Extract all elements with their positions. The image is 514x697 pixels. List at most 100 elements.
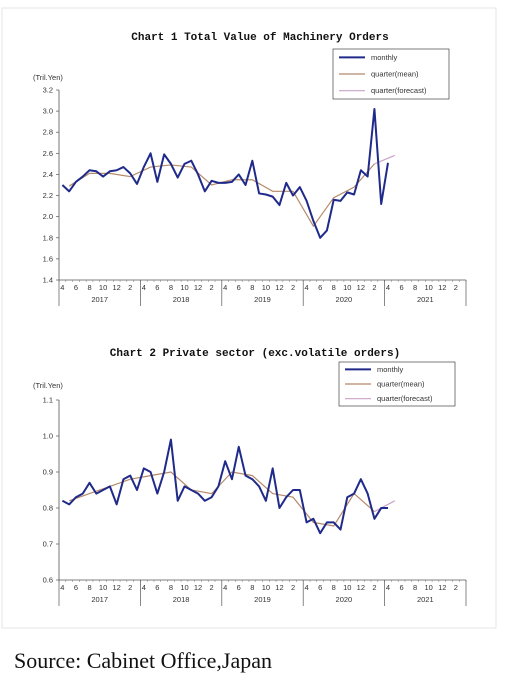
legend-label: quarter(mean) [371,70,419,79]
chart-title: Chart 2 Private sector (exc.volatile ord… [110,348,400,360]
chart-title: Chart 1 Total Value of Machinery Orders [131,32,388,44]
x-tick-label: 12 [275,283,283,292]
x-tick-label: 10 [343,283,351,292]
y-tick-label: 0.7 [43,540,53,549]
x-tick-label: 10 [262,583,270,592]
x-tick-label: 8 [413,283,417,292]
x-tick-label: 6 [155,283,159,292]
y-tick-label: 0.6 [43,576,53,585]
y-tick-label: 2.8 [43,128,53,137]
x-tick-label: 2 [210,283,214,292]
legend-label: quarter(forecast) [371,86,427,95]
x-tick-label: 12 [112,283,120,292]
x-tick-label: 4 [223,283,227,292]
x-tick-label: 8 [413,583,417,592]
x-tick-label: 12 [357,583,365,592]
x-tick-label: 8 [87,583,91,592]
legend: monthly quarter(mean) quarter(forecast) [338,361,456,407]
x-tick-label: 4 [305,583,309,592]
source-caption: Source: Cabinet Office,Japan [14,648,273,673]
x-tick-label: 6 [237,283,241,292]
x-tick-label: 6 [318,583,322,592]
legend-label: quarter(forecast) [377,394,433,403]
x-tick-label: 6 [237,583,241,592]
y-tick-label: 2.6 [43,149,53,158]
year-label: 2021 [417,295,434,304]
x-tick-label: 6 [318,283,322,292]
x-tick-label: 2 [128,283,132,292]
y-tick-label: 0.9 [43,468,53,477]
legend-label: monthly [371,53,398,62]
figure-frame [1,7,497,629]
x-tick-label: 8 [332,583,336,592]
x-tick-label: 2 [291,583,295,592]
x-tick-label: 10 [425,583,433,592]
legend-label: quarter(mean) [377,380,425,389]
y-tick-label: 2.2 [43,191,53,200]
x-tick-label: 12 [194,583,202,592]
x-tick-label: 2 [454,583,458,592]
x-tick-label: 6 [399,283,403,292]
x-tick-label: 10 [262,283,270,292]
x-tick-label: 12 [438,583,446,592]
x-tick-label: 2 [372,583,376,592]
x-tick-label: 10 [99,283,107,292]
y-unit-label: (Tril.Yen) [33,381,63,390]
x-tick-label: 12 [275,583,283,592]
y-tick-label: 1.6 [43,254,53,263]
x-tick-label: 10 [180,583,188,592]
x-tick-label: 4 [223,583,227,592]
legend: monthly quarter(mean) quarter(forecast) [332,48,450,100]
x-tick-label: 8 [87,283,91,292]
x-tick-label: 2 [372,283,376,292]
x-tick-label: 4 [60,583,64,592]
legend-label: monthly [377,365,404,374]
x-tick-label: 4 [386,283,390,292]
x-tick-label: 4 [60,283,64,292]
x-tick-label: 10 [180,283,188,292]
y-tick-label: 3.0 [43,107,53,116]
year-label: 2017 [91,595,108,604]
x-tick-label: 4 [386,583,390,592]
x-tick-label: 8 [169,583,173,592]
y-unit-label: (Tril.Yen) [33,73,63,82]
x-tick-label: 12 [112,583,120,592]
y-tick-label: 1.8 [43,233,53,242]
year-label: 2019 [254,295,271,304]
series-monthly [61,438,388,535]
x-tick-label: 2 [291,283,295,292]
chart-1: Chart 1 Total Value of Machinery Orders (… [33,32,467,306]
series-monthly [61,108,389,239]
y-tick-label: 1.4 [43,276,53,285]
year-label: 2019 [254,595,271,604]
x-tick-label: 2 [454,283,458,292]
x-tick-label: 8 [169,283,173,292]
y-tick-label: 1.1 [43,396,53,405]
y-tick-label: 1.0 [43,432,53,441]
y-tick-label: 2.0 [43,212,53,221]
y-tick-label: 0.8 [43,504,53,513]
y-tick-label: 3.2 [43,86,53,95]
chart-2: Chart 2 Private sector (exc.volatile ord… [33,348,467,606]
year-label: 2021 [417,595,434,604]
year-label: 2020 [336,595,353,604]
x-tick-label: 4 [305,283,309,292]
year-label: 2018 [173,295,190,304]
x-tick-label: 8 [250,583,254,592]
x-tick-label: 12 [357,283,365,292]
x-tick-label: 6 [399,583,403,592]
x-tick-label: 6 [74,583,78,592]
x-tick-label: 10 [343,583,351,592]
x-tick-label: 4 [142,583,146,592]
x-tick-label: 12 [194,283,202,292]
x-tick-label: 12 [438,283,446,292]
series-quarter-forecast [374,500,396,513]
x-tick-label: 2 [210,583,214,592]
x-tick-label: 2 [128,583,132,592]
year-label: 2017 [91,295,108,304]
x-tick-label: 8 [250,283,254,292]
x-tick-label: 8 [332,283,336,292]
x-tick-label: 10 [99,583,107,592]
